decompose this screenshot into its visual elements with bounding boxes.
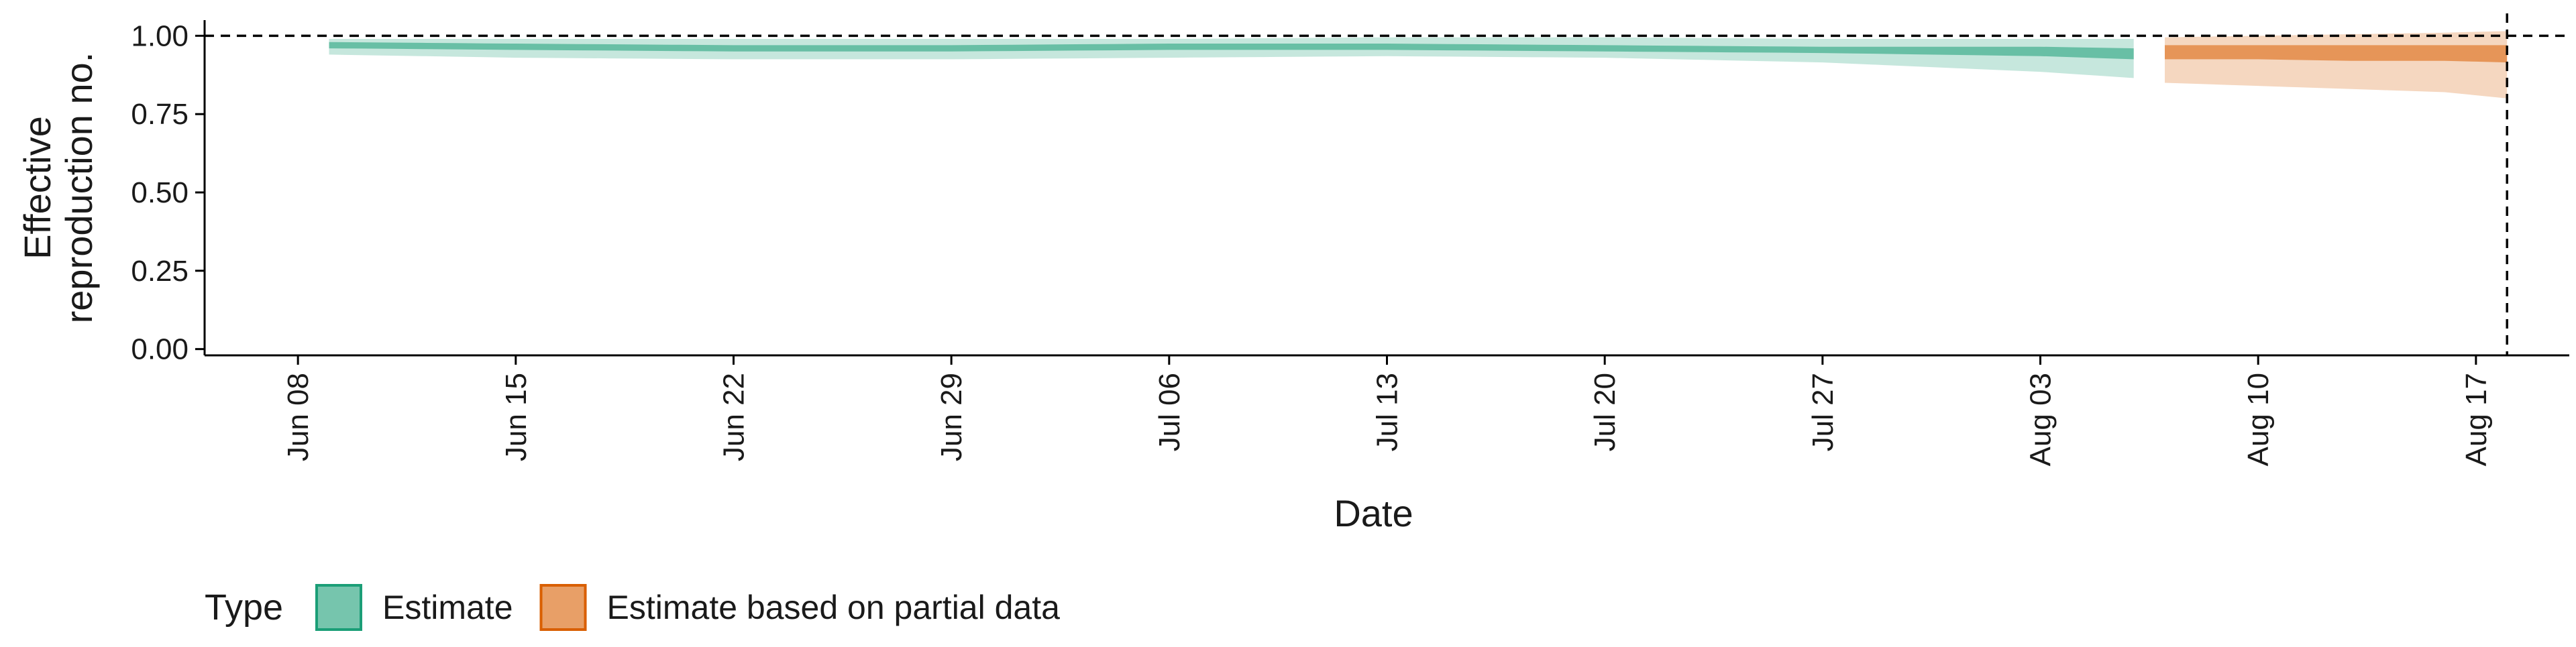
y-tick-label: 1.00 bbox=[131, 19, 189, 52]
x-tick-label: Jun 22 bbox=[717, 373, 750, 461]
x-tick-label: Jul 20 bbox=[1589, 373, 1621, 451]
x-tick-label: Aug 17 bbox=[2460, 373, 2493, 466]
y-tick-label: 0.00 bbox=[131, 333, 189, 366]
x-tick-label: Jun 15 bbox=[500, 373, 533, 461]
x-axis-title: Date bbox=[1334, 492, 1413, 534]
y-tick-label: 0.75 bbox=[131, 98, 189, 131]
x-tick-label: Aug 10 bbox=[2242, 373, 2275, 466]
legend-title: Type bbox=[205, 587, 283, 628]
series-partial-estimate bbox=[2165, 31, 2508, 99]
series-estimate bbox=[329, 37, 2134, 78]
y-axis-title-line: Effective bbox=[16, 116, 58, 259]
x-tick-label: Aug 03 bbox=[2025, 373, 2057, 466]
x-tick-label: Jul 06 bbox=[1153, 373, 1186, 451]
y-tick-label: 0.50 bbox=[131, 176, 189, 209]
x-tick-label: Jul 13 bbox=[1371, 373, 1404, 451]
legend-label-estimate: Estimate bbox=[382, 589, 513, 626]
band-90-estimate bbox=[329, 37, 2134, 78]
axes-layer: 0.00 0.25 0.50 0.75 1.00 Jun 08 Jun 15 Jun 22 Ju… bbox=[16, 19, 2569, 534]
y-axis-title: Effectivereproduction no. bbox=[16, 52, 100, 324]
legend-label-partial: Estimate based on partial data bbox=[607, 589, 1061, 626]
band-50-partial bbox=[2165, 45, 2508, 63]
legend: Type Estimate Estimate based on partial da… bbox=[205, 584, 1061, 631]
x-tick-label: Jun 29 bbox=[935, 373, 968, 461]
legend-key-estimate bbox=[315, 584, 362, 631]
y-tick-label: 0.25 bbox=[131, 255, 189, 288]
x-tick-label: Jun 08 bbox=[282, 373, 315, 461]
legend-key-partial bbox=[539, 584, 587, 631]
bands-layer bbox=[329, 31, 2508, 99]
reference-lines-layer bbox=[205, 13, 2569, 355]
band-50-estimate bbox=[329, 42, 2134, 60]
y-axis-title-line: reproduction no. bbox=[58, 52, 100, 324]
band-90-partial bbox=[2165, 31, 2508, 99]
x-tick-label: Jul 27 bbox=[1807, 373, 1839, 451]
